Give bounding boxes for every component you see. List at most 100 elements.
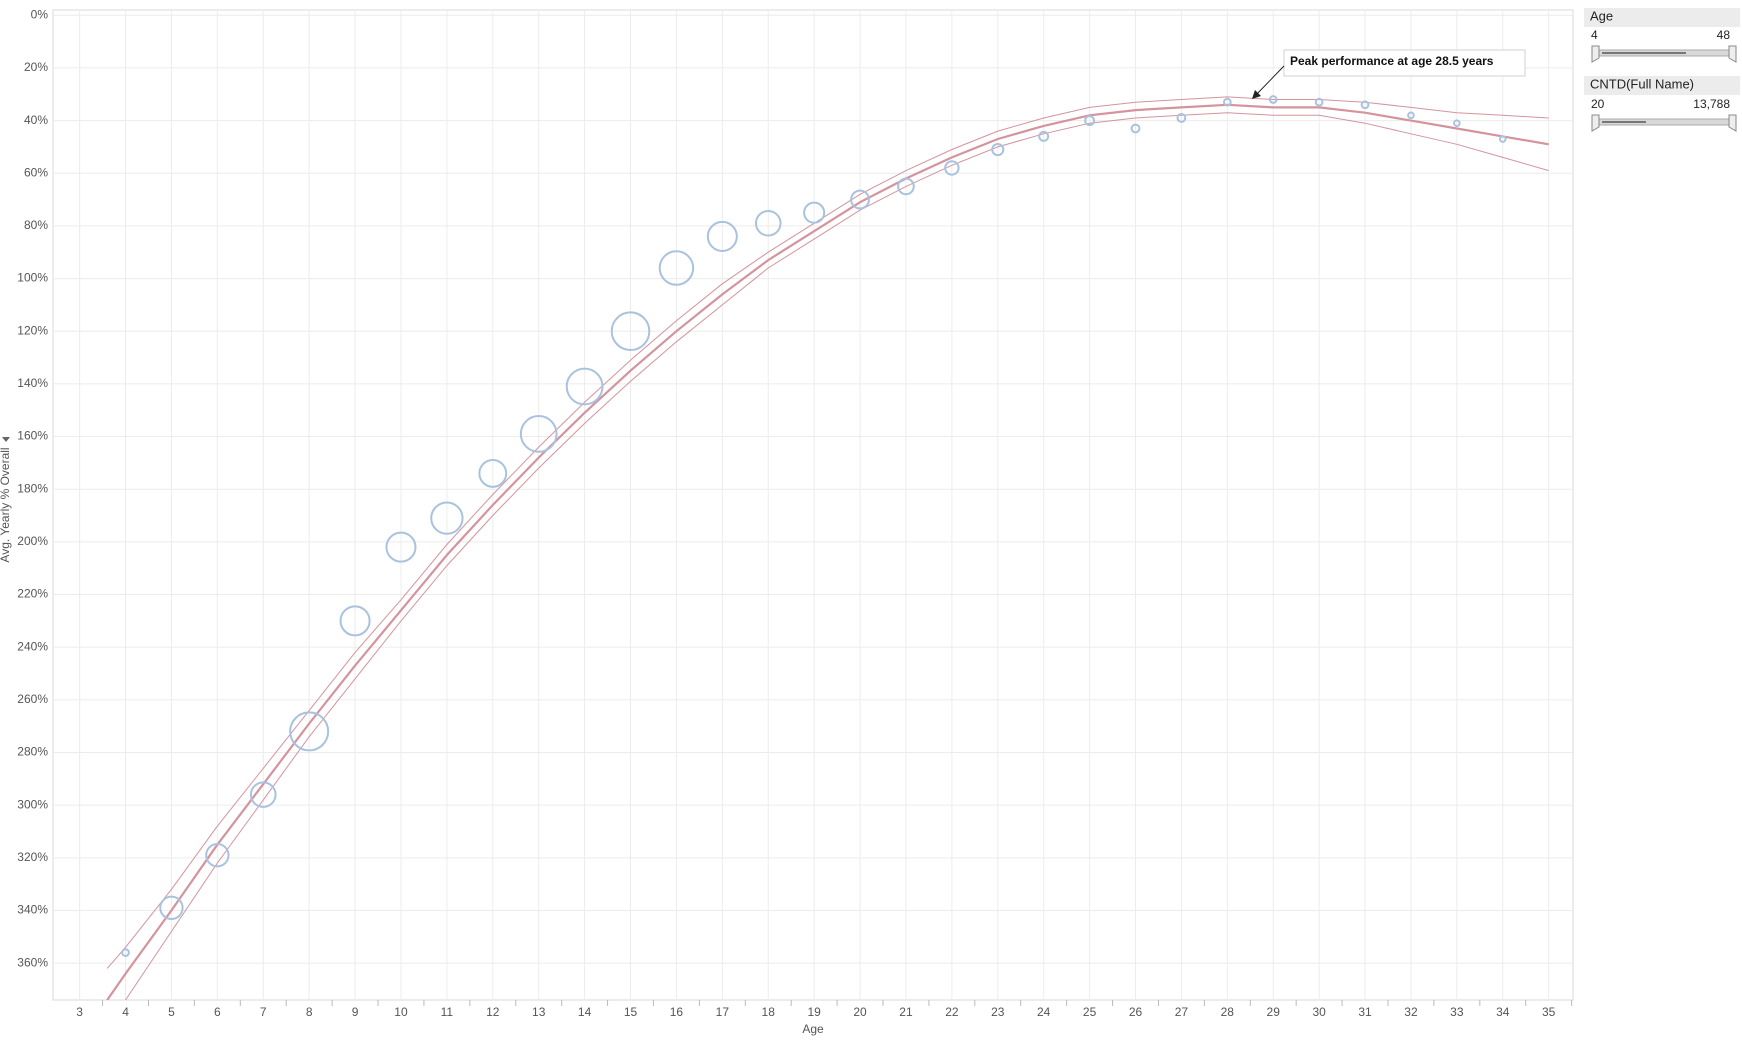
y-tick-label: 60% bbox=[24, 165, 48, 179]
bubble bbox=[754, 209, 782, 237]
x-tick-label: 9 bbox=[352, 1005, 359, 1019]
bubble bbox=[1222, 97, 1232, 107]
y-tick-label: 280% bbox=[17, 745, 48, 759]
filter-header bbox=[1584, 76, 1740, 95]
bubble bbox=[121, 948, 130, 957]
x-tick-label: 21 bbox=[899, 1005, 913, 1019]
x-tick-label: 27 bbox=[1175, 1005, 1189, 1019]
bubble bbox=[1498, 135, 1507, 143]
y-tick-label: 180% bbox=[17, 481, 48, 495]
plot-area bbox=[52, 9, 1574, 1001]
x-tick-label: 13 bbox=[532, 1005, 546, 1019]
x-tick-label: 32 bbox=[1404, 1005, 1418, 1019]
slider-thumb[interactable] bbox=[1591, 45, 1600, 63]
x-tick-label: 19 bbox=[807, 1005, 821, 1019]
bubble bbox=[430, 501, 464, 535]
x-tick-label: 22 bbox=[945, 1005, 959, 1019]
arrow-head bbox=[1252, 90, 1261, 99]
x-tick-label: 8 bbox=[306, 1005, 313, 1019]
x-tick-label: 31 bbox=[1358, 1005, 1372, 1019]
y-tick-label: 160% bbox=[17, 429, 48, 443]
y-tick-label: 140% bbox=[17, 376, 48, 390]
bubble bbox=[1176, 113, 1187, 123]
filter-min: 20 bbox=[1591, 97, 1605, 111]
filter-header bbox=[1584, 8, 1740, 27]
x-tick-label: 30 bbox=[1312, 1005, 1326, 1019]
x-tick-label: 24 bbox=[1037, 1005, 1051, 1019]
bubble bbox=[1453, 119, 1461, 128]
x-tick-label: 17 bbox=[716, 1005, 730, 1019]
y-tick-label: 340% bbox=[17, 903, 48, 917]
filter-max: 13,788 bbox=[1693, 97, 1730, 111]
bubble bbox=[803, 201, 826, 224]
trend-fit bbox=[106, 103, 1549, 1000]
y-tick-label: 260% bbox=[17, 692, 48, 706]
x-tick-label: 23 bbox=[991, 1005, 1005, 1019]
slider-thumb[interactable] bbox=[1591, 114, 1600, 132]
slider-range bbox=[1602, 52, 1686, 54]
bubble bbox=[159, 895, 184, 921]
x-tick-label: 14 bbox=[578, 1005, 592, 1019]
bubble bbox=[519, 415, 558, 453]
bubble bbox=[991, 142, 1005, 157]
bubble bbox=[1268, 95, 1278, 104]
bubble bbox=[1407, 111, 1415, 120]
filter-min: 4 bbox=[1591, 28, 1598, 42]
pin-icon bbox=[2, 437, 10, 442]
y-tick-label: 120% bbox=[17, 323, 48, 337]
bubble bbox=[1038, 130, 1050, 142]
x-tick-label: 18 bbox=[762, 1005, 776, 1019]
filter-title: Age bbox=[1590, 8, 1613, 23]
trend-lower bbox=[124, 112, 1549, 1000]
x-tick-label: 12 bbox=[486, 1005, 500, 1019]
x-tick-label: 34 bbox=[1496, 1005, 1510, 1019]
slider-thumb[interactable] bbox=[1728, 114, 1737, 132]
y-tick-label: 80% bbox=[24, 218, 48, 232]
y-tick-label: 100% bbox=[17, 271, 48, 285]
bubble bbox=[565, 367, 604, 406]
bubble bbox=[205, 843, 230, 868]
bubble bbox=[1314, 97, 1324, 107]
filter-panel: Age 4 48 CNTD(Full Name) 20 13,788 bbox=[1584, 8, 1740, 132]
slider-range bbox=[1602, 121, 1646, 123]
x-tick-label: 4 bbox=[122, 1005, 129, 1019]
x-axis-title: Age bbox=[802, 1022, 824, 1036]
y-tick-label: 360% bbox=[17, 955, 48, 969]
bubble bbox=[249, 781, 277, 808]
bubble bbox=[339, 605, 371, 637]
bubble bbox=[1130, 123, 1141, 134]
bubble bbox=[610, 311, 651, 352]
bubble bbox=[706, 220, 738, 252]
bubble bbox=[289, 711, 330, 752]
x-tick-label: 35 bbox=[1542, 1005, 1556, 1019]
y-tick-label: 220% bbox=[17, 587, 48, 601]
bubble bbox=[478, 458, 508, 488]
y-tick-label: 240% bbox=[17, 639, 48, 653]
bubble bbox=[944, 160, 960, 176]
x-tick-label: 3 bbox=[76, 1005, 83, 1019]
x-tick-label: 25 bbox=[1083, 1005, 1097, 1019]
slider-thumb[interactable] bbox=[1728, 45, 1737, 63]
x-tick-label: 5 bbox=[168, 1005, 175, 1019]
x-tick-label: 20 bbox=[853, 1005, 867, 1019]
y-axis-title: Avg. Yearly % Overall bbox=[0, 447, 12, 562]
x-tick-label: 28 bbox=[1221, 1005, 1235, 1019]
x-tick-label: 15 bbox=[624, 1005, 638, 1019]
annotation-box bbox=[1283, 49, 1526, 77]
annotation: Peak performance at age 28.5 years bbox=[1290, 54, 1494, 68]
bubble bbox=[385, 531, 417, 563]
x-tick-label: 29 bbox=[1267, 1005, 1281, 1019]
y-tick-label: 200% bbox=[17, 534, 48, 548]
x-tick-label: 26 bbox=[1129, 1005, 1143, 1019]
y-tick-label: 40% bbox=[24, 113, 48, 127]
x-tick-label: 33 bbox=[1450, 1005, 1464, 1019]
x-tick-label: 6 bbox=[214, 1005, 221, 1019]
y-tick-label: 0% bbox=[31, 7, 49, 21]
bubble bbox=[1360, 100, 1370, 110]
filter-max: 48 bbox=[1717, 28, 1731, 42]
x-tick-label: 7 bbox=[260, 1005, 267, 1019]
y-tick-label: 20% bbox=[24, 60, 48, 74]
y-tick-label: 320% bbox=[17, 850, 48, 864]
x-tick-label: 10 bbox=[394, 1005, 408, 1019]
